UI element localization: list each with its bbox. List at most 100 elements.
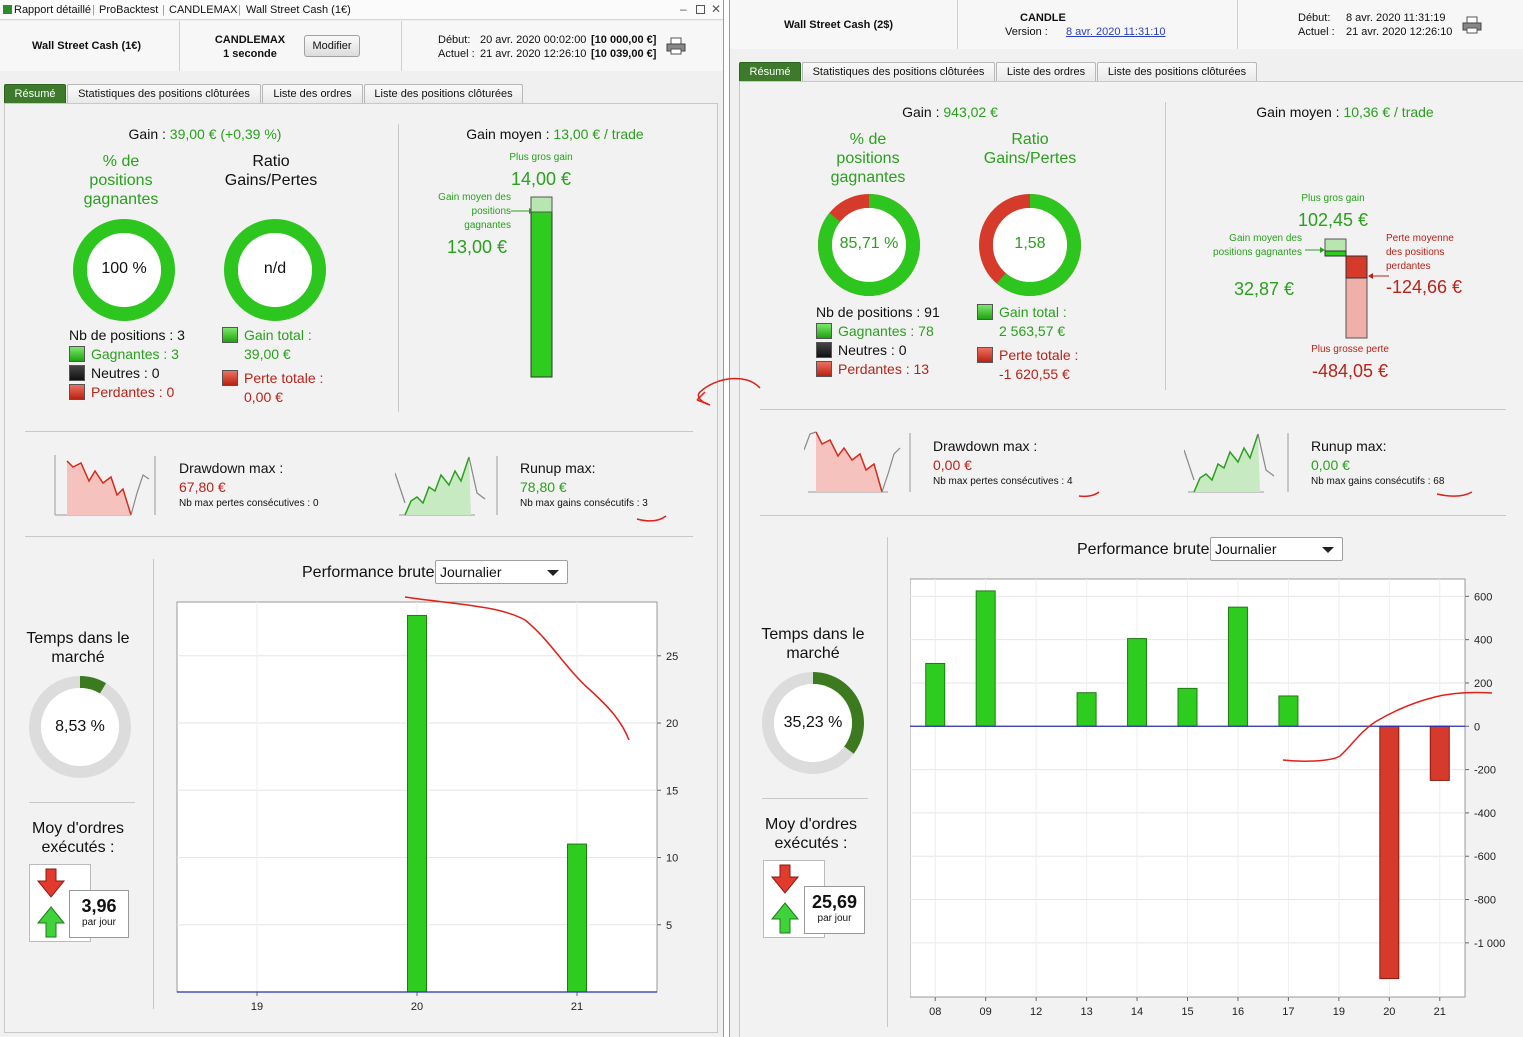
bar [407, 614, 427, 993]
title-tab-probacktest[interactable]: ProBacktest [99, 4, 159, 16]
x-tick-label: 08 [929, 1006, 941, 1018]
tab-orders[interactable]: Liste des ordres [996, 62, 1096, 82]
print-icon[interactable] [1462, 16, 1482, 34]
gain-total-label: Gain total : [244, 327, 312, 343]
gain-bar-graphic [511, 196, 553, 378]
gain-line: Gain : 943,02 € [902, 104, 998, 120]
loss-total-label: Perte totale : [999, 347, 1079, 363]
bar [1227, 606, 1248, 727]
biggest-loss-value: -484,05 € [1311, 361, 1389, 381]
avg-win-value: 32,87 € [1234, 279, 1295, 299]
divider [25, 536, 693, 537]
pct-winning-value: 85,71 % [839, 235, 899, 252]
y-tick-label: -800 [1474, 895, 1496, 907]
max-gains-label: Nb max gains consécutifs : 3 [520, 498, 648, 509]
nb-positions: Nb de positions : 3 [69, 327, 185, 343]
system-cell: CANDLEMAX 1 seconde Modifier [180, 21, 402, 71]
x-tick-label: 17 [1282, 1006, 1294, 1018]
title-tab-system[interactable]: CANDLEMAX [169, 4, 238, 16]
perf-period-select[interactable]: Journalier [1210, 537, 1343, 561]
system-name: CANDLEMAX [214, 34, 286, 46]
maximize-icon[interactable] [696, 5, 705, 14]
divider [760, 515, 1506, 516]
system-cell: CANDLE Version : 8 avr. 2020 11:31:10 [958, 0, 1238, 49]
version-label: Version : [1005, 26, 1048, 38]
orders-value: 25,69 [811, 892, 858, 912]
chevron-down-icon [1322, 547, 1334, 553]
right-report-pane: Wall Street Cash (2$) CANDLE Version : 8… [729, 0, 1523, 1037]
close-icon[interactable]: ✕ [711, 2, 722, 16]
ratio-label: Ratio Gains/Pertes [224, 153, 318, 189]
bar [1127, 638, 1148, 727]
runup-value: 78,80 € [520, 479, 567, 495]
losers-count: Perdantes : 0 [91, 384, 175, 400]
gain-total-label: Gain total : [999, 304, 1067, 320]
print-icon[interactable] [666, 37, 686, 55]
bar [1177, 687, 1198, 727]
bar [925, 662, 946, 727]
gain-loss-bar-graphic [1305, 238, 1389, 339]
x-tick-label: 21 [571, 1001, 583, 1010]
version-link[interactable]: 8 avr. 2020 11:31:10 [1066, 26, 1166, 38]
title-tab-instrument[interactable]: Wall Street Cash (1€) [246, 4, 351, 16]
time-market-label: Temps dans le marché [761, 626, 865, 662]
avg-win-label: Gain moyen des positions gagnantes [1213, 233, 1302, 258]
bar [567, 843, 587, 993]
current-date: 21 avr. 2020 12:26:10 [1346, 26, 1453, 38]
minimize-icon[interactable]: – [680, 2, 687, 16]
y-tick-label: 5 [666, 920, 672, 932]
app-icon [3, 5, 12, 14]
time-market-donut [29, 676, 131, 778]
gain-value: 943,02 € [943, 104, 998, 120]
divider [398, 124, 399, 412]
drawdown-label: Drawdown max : [179, 460, 284, 476]
current-capital: [10 039,00 €] [591, 48, 657, 60]
window-title-bar: Rapport détaillé | ProBacktest | CANDLEM… [0, 0, 723, 20]
neutral-count: Neutres : 0 [91, 365, 160, 381]
current-date: 21 avr. 2020 12:26:10 [480, 48, 587, 60]
avg-gain-value: 10,36 € / trade [1343, 104, 1434, 120]
ratio-value: 1,58 [1014, 235, 1046, 252]
tab-orders[interactable]: Liste des ordres [262, 84, 363, 104]
report-header: Wall Street Cash (2$) CANDLE Version : 8… [730, 0, 1523, 49]
loss-total-value: -1 620,55 € [999, 366, 1070, 382]
bar [1278, 695, 1299, 727]
tab-resume[interactable]: Résumé [4, 84, 66, 104]
summary-panel: Gain : 943,02 € % de positions gagnantes… [739, 81, 1523, 1037]
y-tick-label: 600 [1474, 591, 1492, 603]
max-gains-label: Nb max gains consécutifs : 68 [1311, 476, 1445, 487]
bar [1429, 725, 1450, 781]
x-tick-label: 19 [251, 1001, 263, 1010]
perf-label: Performance brute [302, 564, 435, 581]
avg-gain-line: Gain moyen : 13,00 € / trade [466, 126, 644, 142]
orders-label: Moy d'ordres exécutés : [765, 816, 857, 852]
system-timeframe: 1 seconde [223, 48, 277, 60]
summary-panel: Gain : 39,00 € (+0,39 %) % de positions … [4, 103, 718, 1033]
tab-closed-positions[interactable]: Liste des positions clôturées [364, 84, 523, 104]
y-tick-label: 400 [1474, 635, 1492, 647]
perf-label: Performance brute [1077, 541, 1210, 558]
current-label: Actuel : [1298, 26, 1335, 38]
tab-resume[interactable]: Résumé [739, 62, 801, 82]
tab-stats-closed[interactable]: Statistiques des positions clôturées [67, 84, 261, 104]
tab-closed-positions[interactable]: Liste des positions clôturées [1097, 62, 1257, 82]
x-tick-label: 20 [1383, 1006, 1395, 1018]
y-tick-label: 25 [666, 651, 678, 663]
time-market-label: Temps dans le marché [26, 630, 130, 666]
tab-stats-closed[interactable]: Statistiques des positions clôturées [802, 62, 995, 82]
dates-cell: Début: 8 avr. 2020 11:31:19 Actuel : 21 … [1238, 0, 1523, 49]
current-label: Actuel : [438, 48, 475, 60]
pct-winning-donut [818, 194, 920, 296]
y-tick-label: -600 [1474, 851, 1496, 863]
perf-period-select[interactable]: Journalier [435, 560, 568, 584]
dates-cell: Début: 20 avr. 2020 00:02:00 [10 000,00 … [402, 21, 723, 71]
x-tick-label: 15 [1181, 1006, 1193, 1018]
instrument-name: Wall Street Cash (1€) [32, 40, 142, 52]
winners-legend-icon [816, 323, 832, 339]
gain-total-value: 39,00 € [244, 346, 291, 362]
max-losses-label: Nb max pertes consécutives : 4 [933, 476, 1073, 487]
modify-button[interactable]: Modifier [304, 35, 360, 57]
drawdown-sparkline-icon [54, 455, 156, 516]
bar [975, 590, 996, 727]
divider [25, 431, 693, 432]
